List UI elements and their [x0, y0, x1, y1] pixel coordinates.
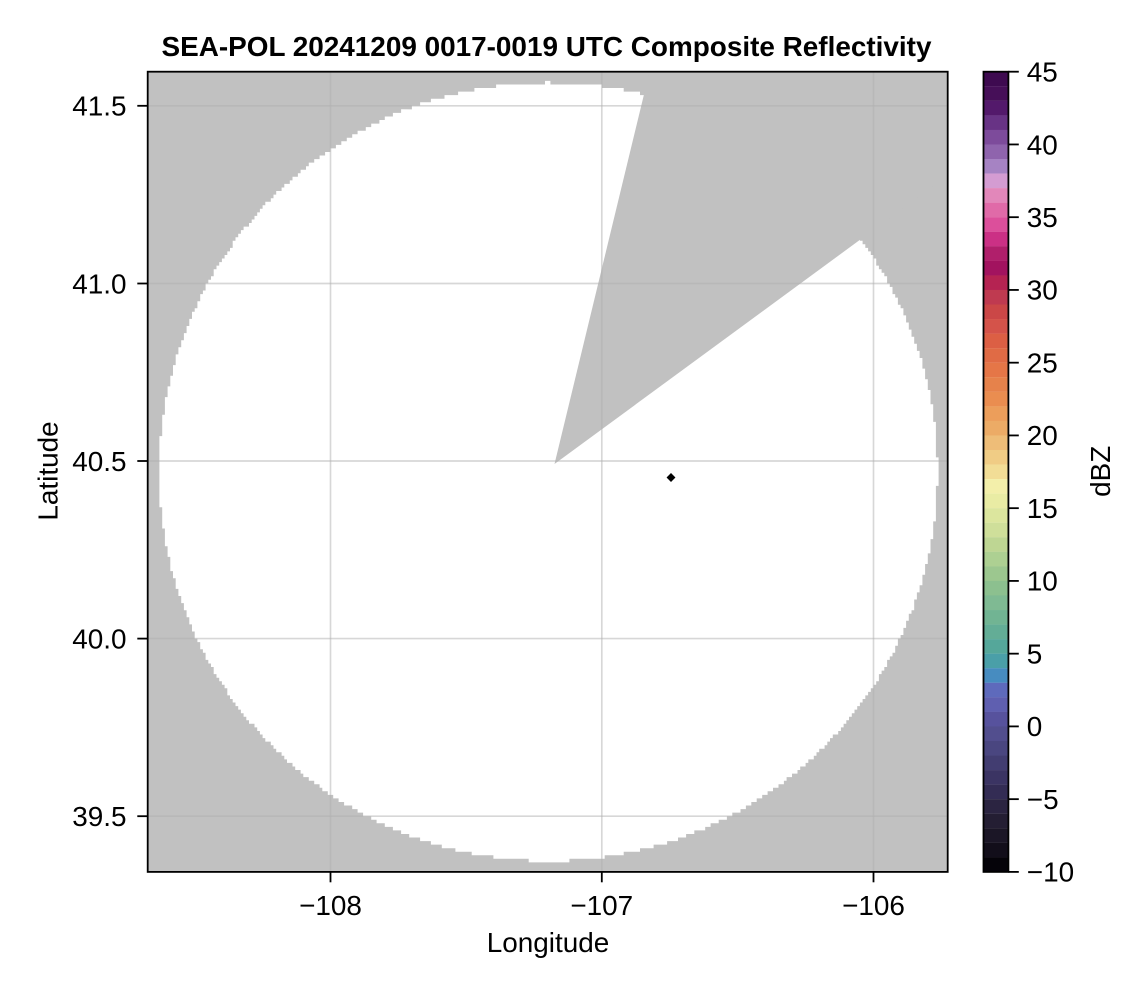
svg-text:5: 5	[1027, 638, 1043, 669]
svg-text:−5: −5	[1027, 784, 1059, 815]
svg-text:40.0: 40.0	[72, 623, 126, 654]
svg-text:−10: −10	[1027, 857, 1074, 888]
svg-text:Latitude: Latitude	[32, 421, 63, 520]
svg-text:40: 40	[1027, 129, 1058, 160]
svg-text:39.5: 39.5	[72, 801, 126, 832]
svg-text:SEA-POL 20241209 0017-0019 UTC: SEA-POL 20241209 0017-0019 UTC Composite…	[162, 31, 932, 62]
svg-text:41.5: 41.5	[72, 91, 126, 122]
svg-text:dBZ: dBZ	[1085, 446, 1116, 497]
svg-text:−106: −106	[842, 890, 905, 921]
svg-text:−107: −107	[570, 890, 633, 921]
svg-text:45: 45	[1027, 57, 1058, 88]
svg-text:30: 30	[1027, 275, 1058, 306]
svg-text:20: 20	[1027, 420, 1058, 451]
svg-text:0: 0	[1027, 711, 1043, 742]
svg-text:25: 25	[1027, 347, 1058, 378]
svg-text:−108: −108	[299, 890, 362, 921]
svg-text:40.5: 40.5	[72, 446, 126, 477]
svg-text:Longitude: Longitude	[487, 927, 610, 958]
svg-text:15: 15	[1027, 493, 1058, 524]
svg-text:10: 10	[1027, 566, 1058, 597]
svg-text:41.0: 41.0	[72, 268, 126, 299]
svg-text:35: 35	[1027, 202, 1058, 233]
